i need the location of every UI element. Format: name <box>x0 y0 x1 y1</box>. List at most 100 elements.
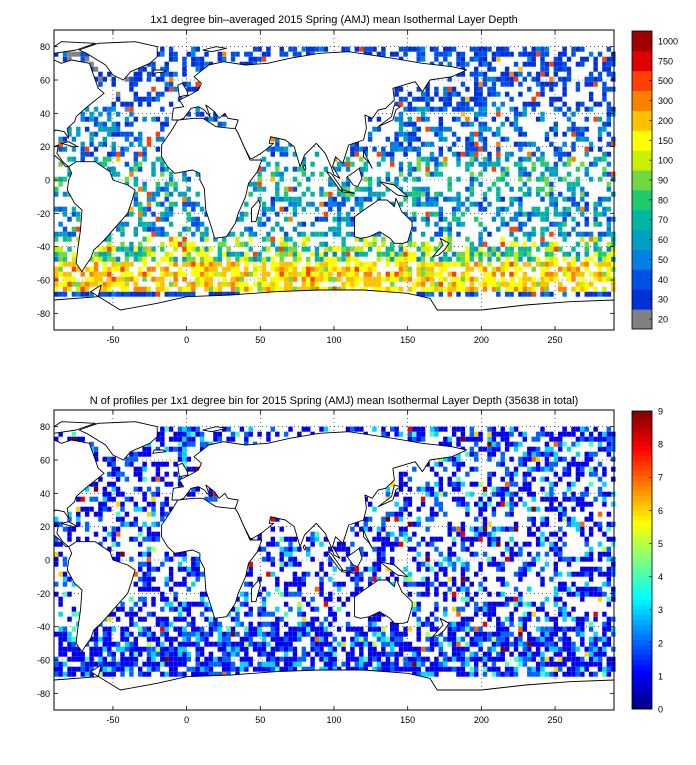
y-tick-label: -20 <box>37 209 50 219</box>
data-cell <box>576 472 580 477</box>
data-cell <box>589 642 593 647</box>
data-cell <box>377 537 381 542</box>
data-cell <box>310 532 314 537</box>
data-cell <box>98 127 102 132</box>
data-cell <box>434 492 438 497</box>
data-cell <box>487 542 491 547</box>
data-cell <box>448 102 452 107</box>
data-cell <box>337 162 341 167</box>
data-cell <box>297 592 301 597</box>
data-cell <box>253 667 257 672</box>
data-cell <box>381 157 385 162</box>
data-cell <box>253 257 257 262</box>
data-cell <box>487 162 491 167</box>
data-cell <box>112 267 116 272</box>
data-cell <box>275 167 279 172</box>
data-cell <box>129 497 133 502</box>
data-cell <box>430 517 434 522</box>
data-cell <box>364 642 368 647</box>
data-cell <box>200 662 204 667</box>
data-cell <box>288 272 292 277</box>
data-cell <box>421 117 425 122</box>
data-cell <box>116 122 120 127</box>
data-cell <box>589 672 593 677</box>
data-cell <box>213 257 217 262</box>
data-cell <box>204 282 208 287</box>
data-cell <box>346 157 350 162</box>
data-cell <box>337 232 341 237</box>
data-cell <box>359 662 363 667</box>
data-cell <box>545 497 549 502</box>
data-cell <box>191 202 195 207</box>
data-cell <box>213 622 217 627</box>
data-cell <box>134 92 138 97</box>
data-cell <box>509 672 513 677</box>
data-cell <box>151 532 155 537</box>
data-cell <box>218 632 222 637</box>
data-cell <box>554 647 558 652</box>
data-cell <box>333 267 337 272</box>
data-cell <box>505 267 509 272</box>
data-cell <box>505 77 509 82</box>
data-cell <box>483 107 487 112</box>
data-cell <box>461 587 465 592</box>
data-cell <box>293 632 297 637</box>
data-cell <box>611 87 615 92</box>
data-cell <box>470 192 474 197</box>
data-cell <box>536 47 540 52</box>
data-cell <box>302 247 306 252</box>
data-cell <box>478 502 482 507</box>
data-cell <box>377 192 381 197</box>
data-cell <box>571 202 575 207</box>
data-cell <box>196 662 200 667</box>
data-cell <box>456 92 460 97</box>
data-cell <box>213 627 217 632</box>
data-cell <box>297 257 301 262</box>
data-cell <box>120 517 124 522</box>
data-cell <box>487 602 491 607</box>
data-cell <box>116 257 120 262</box>
data-cell <box>607 567 611 572</box>
data-cell <box>576 632 580 637</box>
data-cell <box>456 287 460 292</box>
data-cell <box>403 262 407 267</box>
data-cell <box>501 577 505 582</box>
data-cell <box>430 537 434 542</box>
data-cell <box>196 222 200 227</box>
data-cell <box>562 512 566 517</box>
data-cell <box>403 482 407 487</box>
data-cell <box>346 662 350 667</box>
data-cell <box>598 552 602 557</box>
data-cell <box>602 287 606 292</box>
data-cell <box>602 582 606 587</box>
data-cell <box>598 657 602 662</box>
data-cell <box>536 212 540 217</box>
data-cell <box>129 212 133 217</box>
data-cell <box>319 562 323 567</box>
data-cell <box>501 77 505 82</box>
data-cell <box>394 147 398 152</box>
data-cell <box>103 527 107 532</box>
data-cell <box>567 162 571 167</box>
data-cell <box>571 627 575 632</box>
data-cell <box>249 627 253 632</box>
data-cell <box>306 602 310 607</box>
data-cell <box>58 552 62 557</box>
data-cell <box>204 227 208 232</box>
data-cell <box>532 562 536 567</box>
data-cell <box>120 232 124 237</box>
data-cell <box>160 52 164 57</box>
data-cell <box>120 652 124 657</box>
data-cell <box>474 602 478 607</box>
data-cell <box>403 657 407 662</box>
data-cell <box>505 642 509 647</box>
data-cell <box>518 457 522 462</box>
data-cell <box>112 657 116 662</box>
data-cell <box>94 67 98 72</box>
data-cell <box>465 137 469 142</box>
data-cell <box>593 222 597 227</box>
data-cell <box>602 632 606 637</box>
data-cell <box>381 642 385 647</box>
data-cell <box>58 232 62 237</box>
data-cell <box>505 527 509 532</box>
